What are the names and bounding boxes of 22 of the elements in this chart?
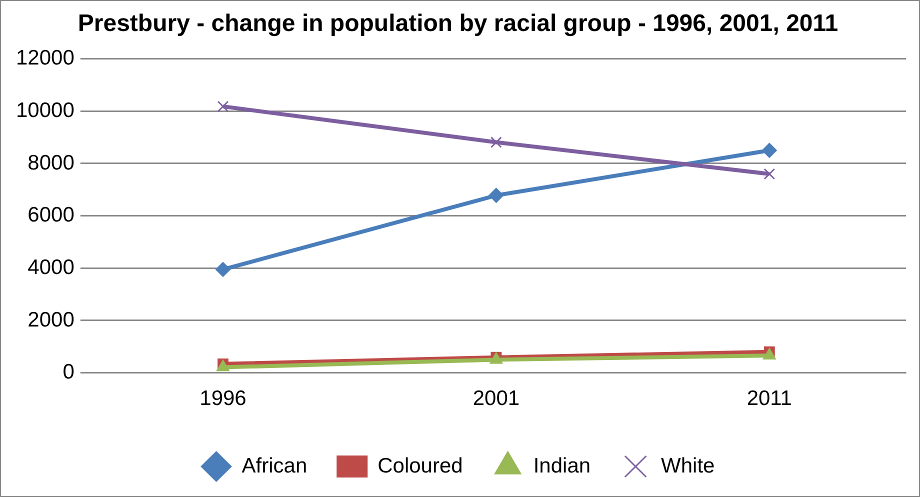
y-tick-label: 4000 — [28, 256, 74, 279]
point — [488, 188, 504, 203]
point — [764, 168, 776, 180]
point — [490, 136, 502, 148]
chart-title: Prestbury - change in population by racial group - 1996, 2001, 2011 — [78, 10, 838, 38]
y-tick-label: 10000 — [16, 98, 74, 122]
y-tick-label: 12000 — [16, 46, 74, 70]
y-tick-label: 2000 — [28, 308, 74, 332]
legend-label: Indian — [533, 454, 591, 478]
x-tick-label: 2011 — [746, 387, 792, 410]
point — [215, 262, 230, 277]
point — [217, 100, 229, 112]
y-tick-label: 8000 — [28, 151, 74, 174]
legend-label: Coloured — [378, 454, 463, 478]
point — [762, 142, 777, 158]
legend-label: African — [242, 454, 308, 478]
point — [762, 348, 776, 360]
legend-label: White — [661, 454, 715, 478]
y-tick-label: 6000 — [28, 204, 74, 227]
x-tick-label: 1996 — [200, 387, 246, 410]
x-tick-label: 2001 — [472, 387, 520, 410]
y-tick-label: 0 — [62, 360, 74, 384]
